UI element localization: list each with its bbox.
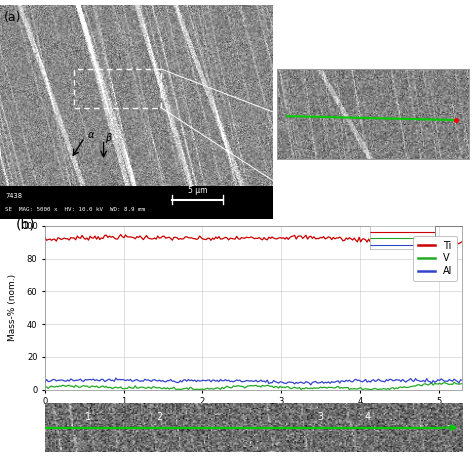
Ti xyxy=(92,233,98,239)
Al xyxy=(382,379,388,384)
Text: 3: 3 xyxy=(318,412,324,422)
Ti xyxy=(381,240,386,245)
Ti xyxy=(459,239,465,244)
Al xyxy=(102,379,108,384)
Text: (a): (a) xyxy=(4,11,22,24)
V xyxy=(92,384,98,390)
Ti xyxy=(102,233,108,238)
Al xyxy=(219,378,225,384)
Text: 4: 4 xyxy=(365,412,371,422)
Bar xyxy=(73,69,161,107)
Text: $\alpha$: $\alpha$ xyxy=(87,130,96,140)
Legend: Ti, V, Al: Ti, V, Al xyxy=(413,236,457,281)
Text: 1: 1 xyxy=(85,412,91,422)
X-axis label: Distance / μm: Distance / μm xyxy=(222,409,285,418)
V xyxy=(381,386,386,391)
V xyxy=(218,386,223,392)
Text: $\beta$: $\beta$ xyxy=(105,130,113,144)
Y-axis label: Mass-% (nom.): Mass-% (nom.) xyxy=(9,274,18,341)
Al xyxy=(92,378,98,383)
Al xyxy=(113,375,118,381)
Ti xyxy=(118,232,124,237)
Line: Al: Al xyxy=(45,378,462,385)
Text: 7438: 7438 xyxy=(5,194,22,200)
Al xyxy=(443,378,449,384)
V xyxy=(42,384,48,390)
Ti xyxy=(443,242,449,247)
Al xyxy=(308,382,314,388)
Al xyxy=(42,379,48,385)
V xyxy=(442,380,447,385)
V xyxy=(451,379,457,385)
V xyxy=(102,384,108,390)
Ti xyxy=(219,236,225,242)
Line: Ti: Ti xyxy=(45,235,462,250)
Bar xyxy=(0,186,273,219)
Line: V: V xyxy=(45,382,462,390)
Text: 5 μm: 5 μm xyxy=(188,185,207,195)
Text: (b): (b) xyxy=(16,218,36,232)
Ti xyxy=(42,235,48,241)
Text: SE  MAG: 5000 x  HV: 10.0 kV  WD: 8.9 mm: SE MAG: 5000 x HV: 10.0 kV WD: 8.9 mm xyxy=(5,207,146,212)
Al xyxy=(218,377,223,382)
V xyxy=(185,387,191,392)
Al xyxy=(459,378,465,383)
Ti xyxy=(218,236,223,242)
V xyxy=(459,381,465,386)
Text: 2: 2 xyxy=(156,412,162,422)
V xyxy=(219,384,225,390)
Ti xyxy=(414,247,420,253)
